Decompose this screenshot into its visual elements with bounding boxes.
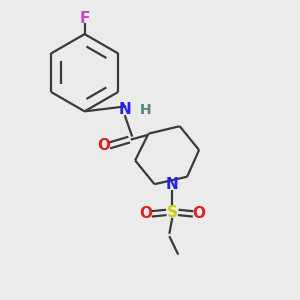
Text: O: O [98, 138, 110, 153]
Text: O: O [140, 206, 153, 221]
Text: O: O [192, 206, 205, 221]
Text: F: F [80, 11, 90, 26]
Text: N: N [118, 102, 131, 117]
Text: H: H [140, 103, 152, 117]
Text: S: S [167, 205, 178, 220]
Text: N: N [166, 177, 179, 192]
